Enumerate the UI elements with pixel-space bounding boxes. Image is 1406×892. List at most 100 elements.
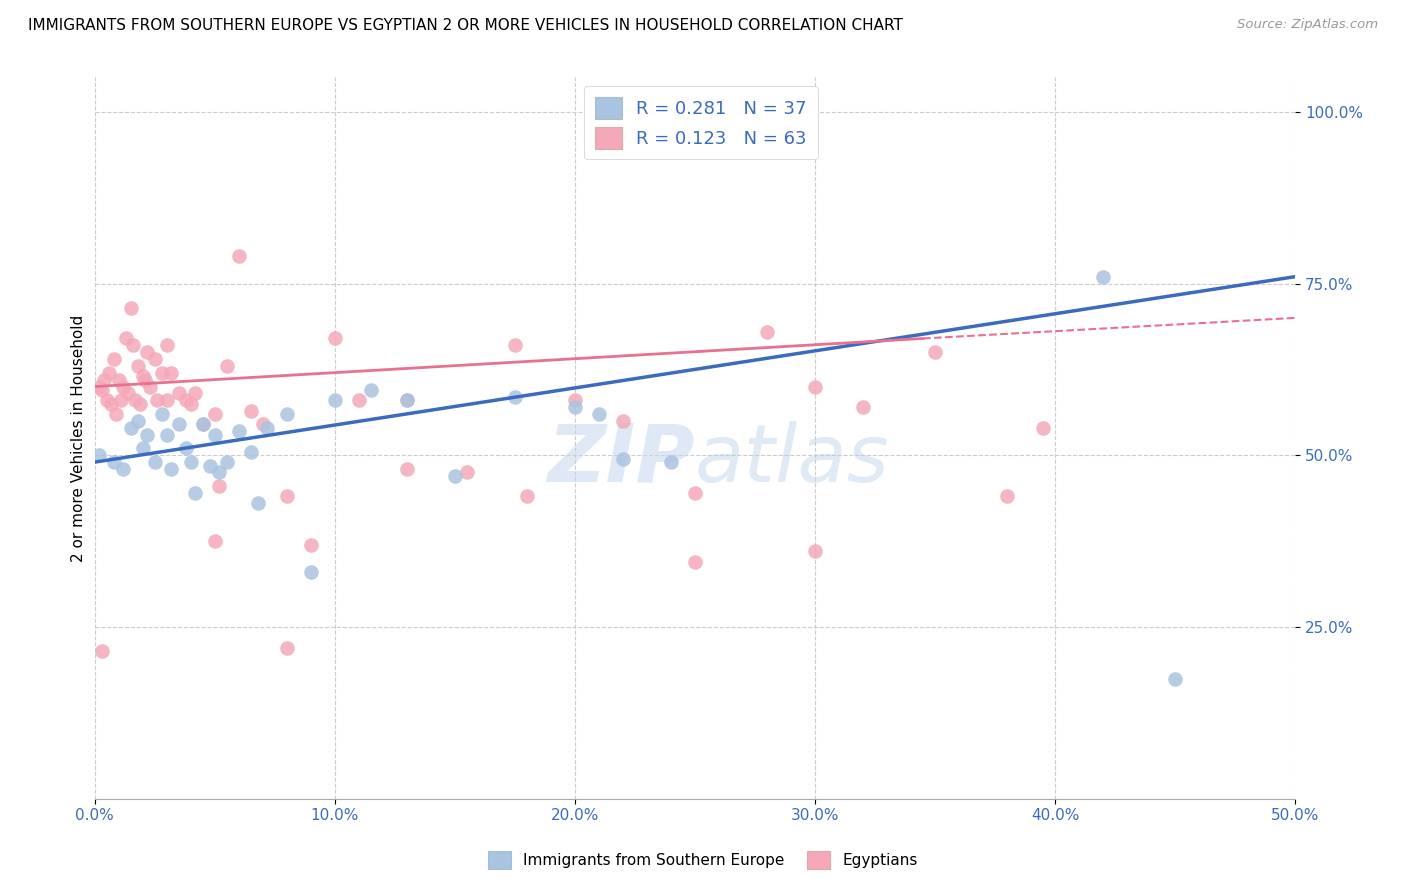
Point <box>395 393 418 408</box>
Point <box>139 379 162 393</box>
Point <box>215 455 238 469</box>
Point <box>127 414 149 428</box>
Point <box>347 393 370 408</box>
Point <box>184 486 207 500</box>
Point <box>120 421 142 435</box>
Point <box>150 366 173 380</box>
Point <box>114 331 136 345</box>
Point <box>180 455 202 469</box>
Point <box>107 373 129 387</box>
Point <box>395 462 418 476</box>
Point <box>117 386 139 401</box>
Point <box>588 407 610 421</box>
Point <box>276 407 298 421</box>
Point <box>516 490 538 504</box>
Point <box>167 417 190 432</box>
Point <box>155 393 177 408</box>
Point <box>276 640 298 655</box>
Point <box>755 325 778 339</box>
Legend: Immigrants from Southern Europe, Egyptians: Immigrants from Southern Europe, Egyptia… <box>482 845 924 875</box>
Point <box>228 249 250 263</box>
Point <box>112 462 135 476</box>
Point <box>100 397 122 411</box>
Text: atlas: atlas <box>695 421 890 499</box>
Point <box>191 417 214 432</box>
Point <box>136 427 159 442</box>
Point <box>143 352 166 367</box>
Point <box>134 373 156 387</box>
Point <box>683 486 706 500</box>
Point <box>90 644 112 658</box>
Point <box>110 393 132 408</box>
Text: IMMIGRANTS FROM SOUTHERN EUROPE VS EGYPTIAN 2 OR MORE VEHICLES IN HOUSEHOLD CORR: IMMIGRANTS FROM SOUTHERN EUROPE VS EGYPT… <box>28 18 903 33</box>
Point <box>174 442 197 456</box>
Point <box>443 469 465 483</box>
Point <box>124 393 146 408</box>
Point <box>256 421 278 435</box>
Point <box>105 407 128 421</box>
Point <box>127 359 149 373</box>
Point <box>395 393 418 408</box>
Point <box>612 451 634 466</box>
Point <box>852 400 875 414</box>
Text: Source: ZipAtlas.com: Source: ZipAtlas.com <box>1237 18 1378 31</box>
Point <box>191 417 214 432</box>
Point <box>299 538 322 552</box>
Point <box>160 462 183 476</box>
Point <box>103 455 125 469</box>
Point <box>89 448 111 462</box>
Point <box>204 407 226 421</box>
Point <box>246 496 269 510</box>
Point <box>120 301 142 315</box>
Point <box>924 345 946 359</box>
Point <box>208 466 231 480</box>
Point <box>180 397 202 411</box>
Point <box>503 390 526 404</box>
Point <box>150 407 173 421</box>
Point <box>146 393 169 408</box>
Point <box>1164 672 1187 686</box>
Point <box>564 400 586 414</box>
Point <box>204 427 226 442</box>
Point <box>174 393 197 408</box>
Point <box>90 383 112 397</box>
Point <box>129 397 152 411</box>
Point <box>299 565 322 579</box>
Point <box>228 424 250 438</box>
Legend: R = 0.281   N = 37, R = 0.123   N = 63: R = 0.281 N = 37, R = 0.123 N = 63 <box>583 87 817 160</box>
Point <box>103 352 125 367</box>
Point <box>564 393 586 408</box>
Point <box>198 458 221 473</box>
Point <box>252 417 274 432</box>
Point <box>239 403 262 417</box>
Point <box>143 455 166 469</box>
Point <box>995 490 1018 504</box>
Point <box>323 393 346 408</box>
Point <box>456 466 478 480</box>
Point <box>215 359 238 373</box>
Point <box>167 386 190 401</box>
Point <box>360 383 382 397</box>
Point <box>204 534 226 549</box>
Point <box>93 373 115 387</box>
Y-axis label: 2 or more Vehicles in Household: 2 or more Vehicles in Household <box>72 315 86 562</box>
Point <box>96 393 118 408</box>
Point <box>122 338 145 352</box>
Point <box>503 338 526 352</box>
Point <box>276 490 298 504</box>
Point <box>98 366 121 380</box>
Text: ZIP: ZIP <box>547 421 695 499</box>
Point <box>184 386 207 401</box>
Point <box>1092 269 1115 284</box>
Point <box>89 379 111 393</box>
Point <box>804 544 827 558</box>
Point <box>155 338 177 352</box>
Point <box>112 379 135 393</box>
Point <box>160 366 183 380</box>
Point <box>804 379 827 393</box>
Point <box>683 555 706 569</box>
Point <box>612 414 634 428</box>
Point <box>131 369 153 384</box>
Point <box>136 345 159 359</box>
Point <box>155 427 177 442</box>
